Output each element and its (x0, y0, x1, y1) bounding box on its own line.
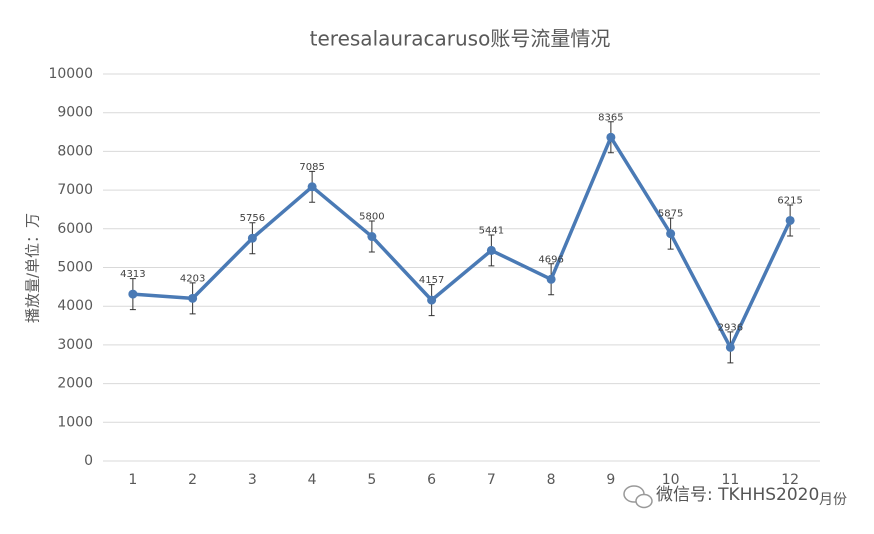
data-label: 6215 (777, 195, 802, 206)
x-tick-label: 11 (721, 472, 739, 488)
y-axis-label: 播放量/单位：万 (24, 213, 42, 323)
data-label: 2936 (718, 322, 743, 333)
data-point (666, 229, 676, 239)
x-tick-label: 8 (547, 472, 556, 488)
data-label: 4313 (120, 269, 145, 280)
x-tick-label: 9 (606, 472, 615, 488)
y-tick-label: 9000 (57, 105, 93, 121)
x-tick-label: 5 (367, 472, 376, 488)
y-tick-label: 10000 (48, 66, 93, 82)
y-tick-label: 3000 (57, 337, 93, 353)
y-tick-label: 6000 (57, 221, 93, 237)
x-tick-label: 4 (308, 472, 317, 488)
x-tick-label: 12 (781, 472, 799, 488)
data-point (188, 293, 198, 303)
data-label: 4157 (419, 275, 444, 286)
y-tick-label: 4000 (57, 298, 93, 314)
data-point (128, 289, 138, 299)
x-tick-label: 1 (128, 472, 137, 488)
data-label: 5441 (479, 225, 504, 236)
y-tick-label: 2000 (57, 376, 93, 392)
y-tick-label: 8000 (57, 143, 93, 159)
data-point (367, 232, 377, 242)
x-tick-label: 6 (427, 472, 436, 488)
x-axis-label: 月份 (819, 492, 847, 508)
data-label: 5800 (359, 212, 384, 223)
y-tick-label: 0 (84, 453, 93, 469)
x-tick-label: 10 (662, 472, 680, 488)
data-label: 8365 (598, 112, 623, 123)
data-label: 5875 (658, 209, 683, 220)
x-tick-label: 7 (487, 472, 496, 488)
data-point (307, 182, 317, 192)
x-tick-label: 2 (188, 472, 197, 488)
data-point (427, 295, 437, 305)
data-point (247, 233, 257, 243)
watermark-icon (623, 485, 653, 509)
chart-title: teresalauracaruso账号流量情况 (310, 27, 611, 51)
data-point (486, 245, 496, 255)
x-tick-label: 3 (248, 472, 257, 488)
y-tick-label: 5000 (57, 260, 93, 276)
data-label: 4203 (180, 273, 205, 284)
data-line (132, 135, 792, 350)
data-label: 7085 (299, 162, 324, 173)
watermark: 微信号: TKHHS2020 (656, 485, 819, 505)
data-point (606, 132, 616, 142)
data-point (725, 342, 735, 352)
data-label: 5756 (240, 213, 265, 224)
y-tick-label: 1000 (57, 414, 93, 430)
data-label: 4696 (538, 254, 563, 265)
data-point (785, 215, 795, 225)
data-point (546, 274, 556, 284)
y-tick-label: 7000 (57, 182, 93, 198)
